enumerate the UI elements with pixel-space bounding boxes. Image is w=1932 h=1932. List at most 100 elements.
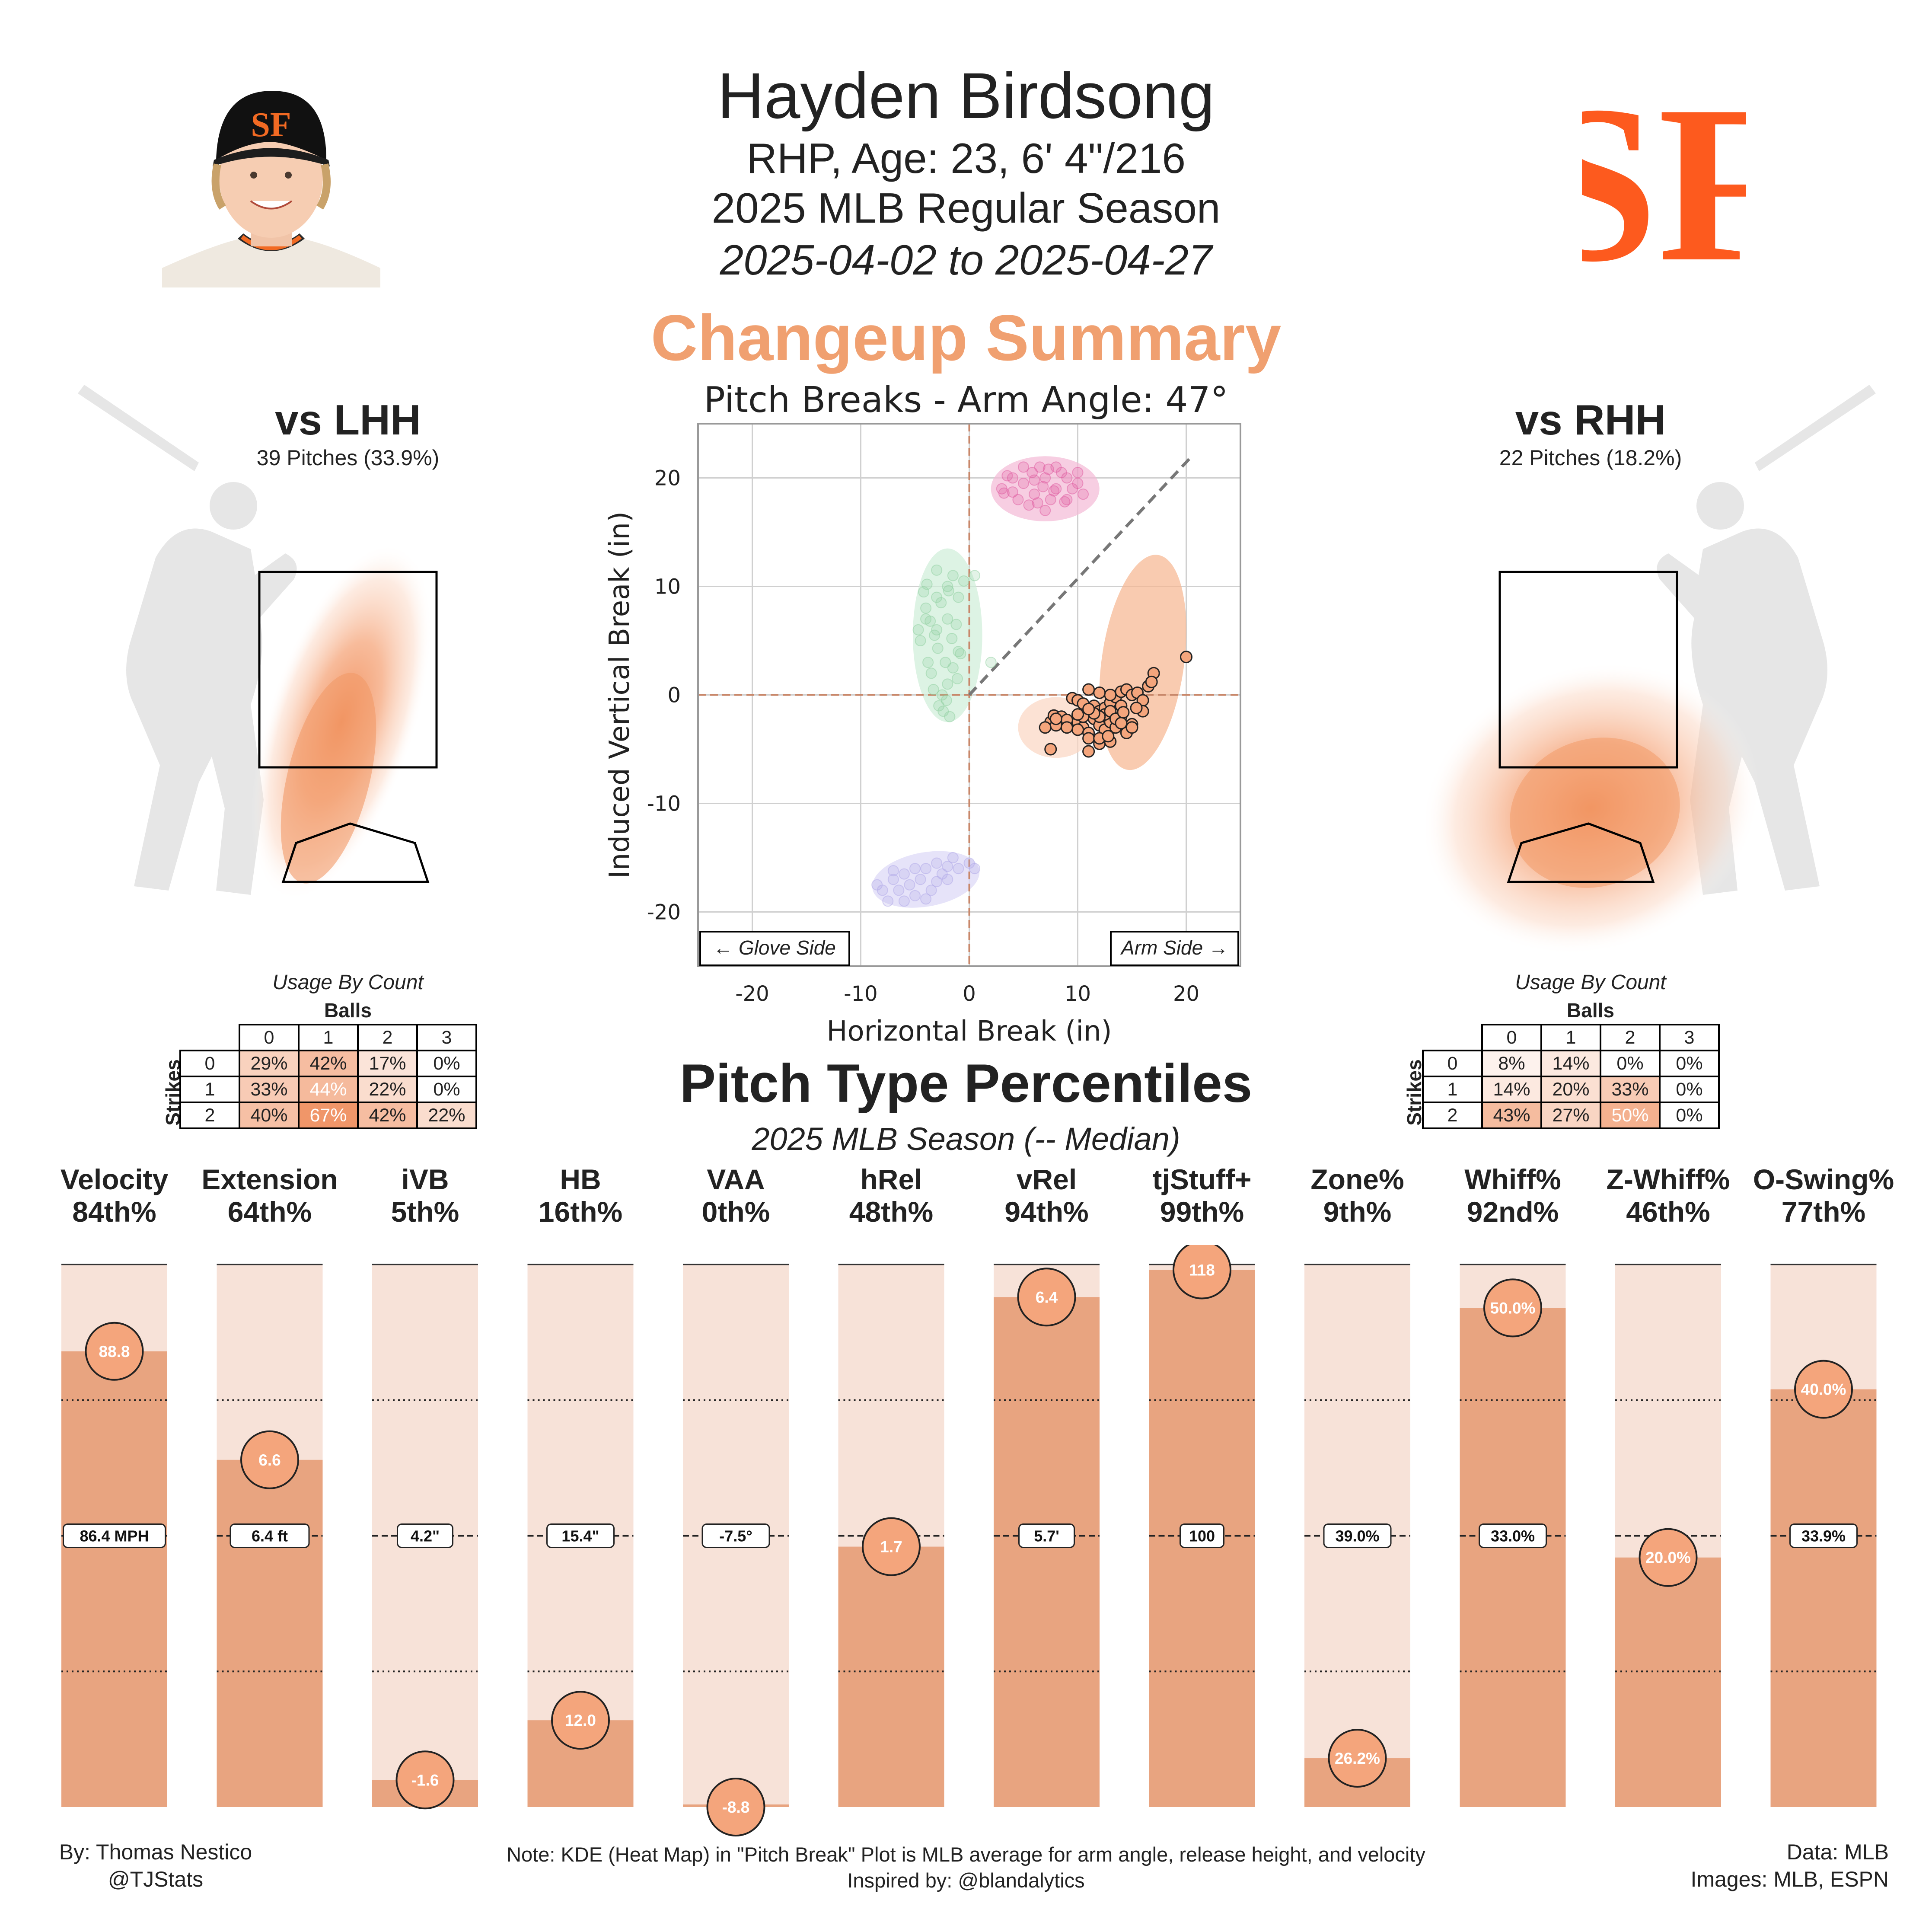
metric-value: 118: [1189, 1261, 1215, 1279]
reference-pitch-point: [920, 602, 932, 614]
metric-name: hRel: [860, 1163, 922, 1195]
reference-pitch-point: [915, 635, 926, 646]
metric-name: HB: [560, 1163, 601, 1195]
reference-pitch-point: [1023, 499, 1035, 511]
metric-name: Whiff%: [1464, 1163, 1561, 1195]
y-tick-label: 0: [667, 683, 681, 708]
reference-pitch-point: [1007, 486, 1018, 498]
reference-pitch-point: [925, 885, 937, 896]
reference-pitch-point: [929, 629, 940, 641]
reference-pitch-point: [1043, 463, 1054, 475]
percentile-bar-fill: [1615, 1557, 1721, 1807]
reference-pitch-point: [1059, 496, 1071, 508]
metric-name: O-Swing%: [1753, 1163, 1894, 1195]
usage-cell: 0%: [1600, 1050, 1661, 1077]
usage-cell: 42%: [357, 1102, 418, 1129]
median-label-box: [546, 1523, 615, 1548]
glove-side-label: ← Glove Side: [713, 936, 836, 959]
strikes-header-cell: 1: [179, 1076, 240, 1103]
reference-pitch-point: [1018, 478, 1029, 489]
footer-data-source: Data: MLB: [1786, 1840, 1889, 1864]
pitch-point: [1039, 721, 1052, 734]
rhh-balls-label: Balls: [1567, 999, 1614, 1022]
balls-header-cell: 3: [1659, 1024, 1720, 1051]
metric-percentile: 84th%: [72, 1196, 156, 1228]
usage-cell: 43%: [1481, 1102, 1542, 1129]
metric-value: -8.8: [722, 1798, 750, 1816]
metric-name: VAA: [707, 1163, 765, 1195]
pitch-point: [1082, 745, 1095, 758]
usage-cell: 33%: [239, 1076, 300, 1103]
glove-side-box: [699, 931, 850, 966]
pitch-point: [1071, 708, 1084, 721]
usage-cell: 22%: [416, 1102, 477, 1129]
pitch-point: [1071, 723, 1084, 736]
usage-cell: 29%: [239, 1050, 300, 1077]
scatter-points: [871, 461, 1192, 907]
reference-pitch-point: [887, 874, 899, 885]
x-tick-label: 20: [1173, 982, 1199, 1006]
metric-percentile: 64th%: [227, 1196, 312, 1228]
metric-value: 6.4: [1036, 1288, 1058, 1306]
usage-cell: 67%: [298, 1102, 359, 1129]
usage-cell: 33%: [1600, 1076, 1661, 1103]
reference-pitch-point: [969, 863, 981, 875]
percentiles-subtitle: 2025 MLB Season (-- Median): [752, 1121, 1180, 1157]
reference-pitch-point: [931, 857, 943, 869]
reference-pitch-point: [936, 868, 948, 880]
pitch-point: [1044, 743, 1057, 756]
pitch-point: [1082, 732, 1095, 745]
reference-pitch-point: [950, 619, 962, 630]
axis-labels: Horizontal Break (in) Induced Vertical Br…: [604, 511, 1112, 1046]
lhh-pitch-count: 39 Pitches (33.9%): [256, 446, 440, 470]
lhh-balls-label: Balls: [324, 999, 372, 1022]
metric-value: 12.0: [565, 1712, 596, 1729]
balls-header-cell: 0: [1481, 1024, 1542, 1051]
balls-header-cell: 1: [1540, 1024, 1601, 1051]
reference-pitch-point: [940, 657, 951, 668]
reference-pitch-point: [1039, 505, 1051, 516]
lhh-kde-inner: [281, 673, 376, 884]
percentile-marker: [1173, 1245, 1231, 1300]
usage-cell: 8%: [1481, 1050, 1542, 1077]
reference-pitch-point: [898, 868, 910, 880]
reference-pitch-point: [947, 662, 959, 674]
footer-images-source: Images: MLB, ESPN: [1690, 1867, 1889, 1891]
plot-frame: ← Glove Side Arm Side →: [697, 423, 1241, 967]
median-label: 4.2": [411, 1527, 440, 1545]
reference-pitch-point: [1072, 466, 1084, 478]
median-label: 6.4 ft: [252, 1527, 288, 1545]
y-axis-label: Induced Vertical Break (in): [604, 511, 636, 878]
x-axis-label: Horizontal Break (in): [826, 1015, 1112, 1046]
reference-pitch-point: [942, 581, 953, 592]
median-label-box: [1479, 1523, 1547, 1548]
reference-pitch-point: [931, 876, 943, 888]
pitch-point: [1180, 651, 1192, 664]
strikes-header-cell: 1: [1422, 1076, 1483, 1103]
reference-pitch-point: [912, 624, 924, 635]
reference-lines: [698, 424, 1240, 966]
median-label: 15.4": [561, 1527, 599, 1545]
metric-percentile: 48th%: [849, 1196, 934, 1228]
balls-header-cell: 2: [357, 1024, 418, 1051]
pitch-point: [1130, 702, 1143, 715]
usage-cell: 20%: [1540, 1076, 1601, 1103]
median-label: 100: [1189, 1527, 1215, 1545]
reference-pitch-point: [946, 632, 958, 644]
player-bio: RHP, Age: 23, 6' 4"/216: [746, 134, 1186, 182]
rhh-location-plot: [1426, 385, 1876, 955]
reference-pitch-point: [898, 895, 910, 907]
median-label: 39.0%: [1335, 1527, 1379, 1545]
reference-pitch-point: [935, 597, 947, 609]
metric-percentile: 0th%: [701, 1196, 770, 1228]
usage-cell: 22%: [357, 1076, 418, 1103]
footer-note: Note: KDE (Heat Map) in "Pitch Break" Pl…: [507, 1843, 1425, 1866]
percentile-bar-fill: [838, 1546, 944, 1807]
balls-header-cell: 2: [1600, 1024, 1661, 1051]
reference-pitch-point: [922, 657, 934, 668]
reference-pitch-point: [1001, 470, 1013, 482]
reference-pitch-point: [942, 678, 953, 690]
lhh-usage-table: 0 1 2 3 0 29% 42% 17% 0% 1 33% 44% 22% 0% 2 40% 67% 42% 22…: [179, 1024, 477, 1129]
lhh-strike-zone: [258, 571, 438, 769]
arm-angle-line: [968, 456, 1192, 696]
